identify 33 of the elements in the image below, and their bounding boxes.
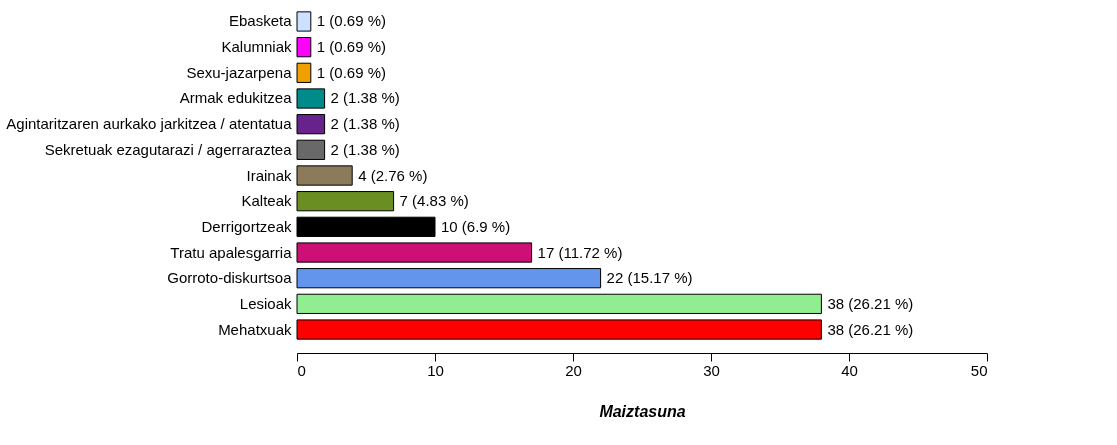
data-label: 1 (0.69 %) (316, 63, 386, 81)
data-label: 17 (11.72 %) (537, 243, 623, 261)
y-tick-label: Irainak (246, 166, 292, 184)
x-tick-label: 50 (970, 361, 988, 379)
y-tick-label: Tratu apalesgarria (170, 243, 293, 261)
y-tick-label: Kalteak (241, 192, 292, 210)
x-tick-label: 10 (427, 361, 444, 379)
y-tick-label: Ebasketa (228, 12, 293, 30)
data-label: 10 (6.9 %) (441, 217, 511, 235)
y-tick-label: Kalumniak (221, 38, 292, 56)
data-label: 4 (2.76 %) (358, 166, 428, 184)
y-tick-label: Derrigortzeak (201, 217, 292, 235)
data-label: 38 (26.21 %) (827, 320, 914, 338)
y-tick-label: Armak edukitzea (179, 89, 293, 107)
y-tick-label: Agintaritzaren aurkako jarkitzea / atentatua (6, 115, 293, 133)
y-tick-label: Mehatxuak (218, 320, 292, 338)
y-tick-label: Gorroto-diskurtsoa (167, 269, 293, 287)
x-tick-label: 30 (703, 361, 720, 379)
y-tick-label: Lesioak (239, 294, 292, 312)
x-tick-label: 0 (297, 361, 306, 379)
data-label: 1 (0.69 %) (316, 12, 386, 30)
x-tick-label: 20 (565, 361, 582, 379)
data-label: 2 (1.38 %) (330, 115, 400, 133)
data-label: 2 (1.38 %) (330, 89, 400, 107)
y-tick-label: Sexu-jazarpena (186, 63, 293, 81)
data-label: 2 (1.38 %) (330, 140, 400, 158)
x-axis-title: Maiztasuna (599, 402, 686, 420)
x-tick-label: 40 (841, 361, 858, 379)
y-tick-label: Sekretuak ezagutarazi / agerraraztea (44, 140, 293, 158)
data-label: 1 (0.69 %) (316, 38, 386, 56)
data-label: 38 (26.21 %) (827, 294, 914, 312)
data-label: 22 (15.17 %) (606, 269, 693, 287)
data-label: 7 (4.83 %) (399, 192, 469, 210)
